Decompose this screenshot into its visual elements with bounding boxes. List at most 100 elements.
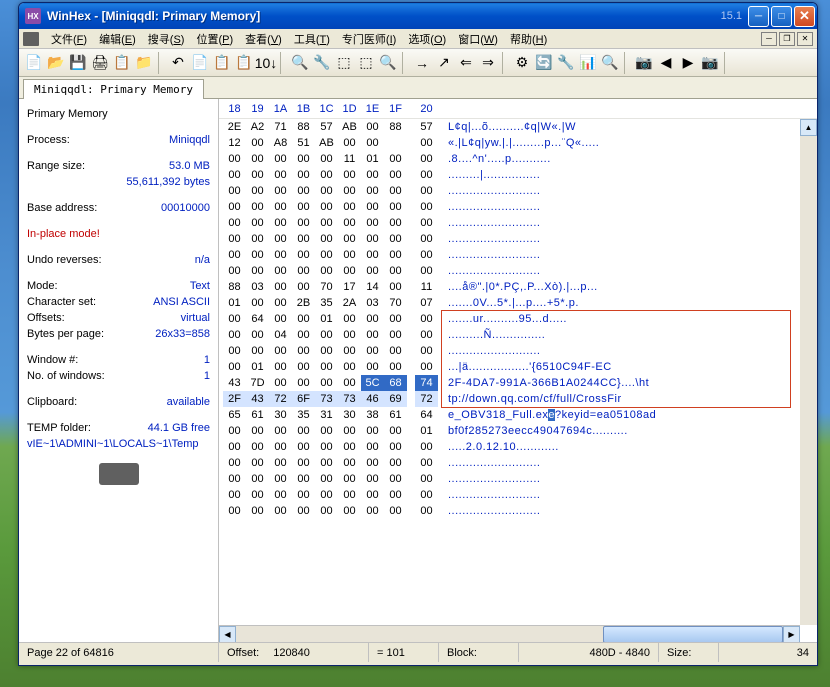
hex-cell[interactable]: 00 [292,455,315,471]
hex-cell[interactable]: 00 [223,359,246,375]
hex-cell[interactable]: 00 [223,183,246,199]
hex-row[interactable]: 000000000000000000......................… [219,247,817,263]
hex-cell[interactable]: 43 [246,391,269,407]
toolbar-button[interactable]: ⇒ [477,52,499,74]
menu-t[interactable]: 工具(T) [288,29,336,49]
toolbar-button[interactable]: 10↓ [255,52,277,74]
hex-cell[interactable]: 00 [415,311,438,327]
hex-cell[interactable]: 00 [384,199,407,215]
hex-cell[interactable]: 65 [223,407,246,423]
minimize-button[interactable]: ─ [748,6,769,27]
hex-cell[interactable]: 00 [384,455,407,471]
hex-row[interactable]: 000000000000000000......................… [219,455,817,471]
hex-cell[interactable]: 00 [269,311,292,327]
hex-cell[interactable]: 00 [269,455,292,471]
scroll-left-button[interactable]: ◀ [219,626,236,643]
hex-cell[interactable]: 00 [315,199,338,215]
mdi-close-button[interactable]: ✕ [797,32,813,46]
hex-cell[interactable]: 00 [223,199,246,215]
hex-cell[interactable]: 00 [361,359,384,375]
hex-body[interactable]: 2EA2718857AB008857L¢q|...õ..........¢q|W… [219,119,817,519]
hex-cell[interactable]: 35 [315,295,338,311]
hex-cell[interactable]: 64 [415,407,438,423]
hex-row[interactable]: 656130353130386164e_OBV318_Full.exe?keyi… [219,407,817,423]
menu-i[interactable]: 专门医师(I) [336,29,402,49]
hex-cell[interactable]: 00 [315,375,338,391]
hex-cell[interactable]: 00 [361,503,384,519]
hex-cell[interactable]: 00 [415,327,438,343]
hex-cell[interactable]: 17 [338,279,361,295]
hex-cell[interactable]: 00 [415,135,438,151]
hex-cell[interactable]: 01 [361,151,384,167]
hex-cell[interactable]: 00 [361,231,384,247]
scroll-thumb[interactable] [603,626,783,643]
hex-cell[interactable]: 00 [384,167,407,183]
ascii-text[interactable]: .......................... [438,487,540,503]
toolbar-button[interactable]: 🔍 [289,52,311,74]
toolbar-button[interactable]: ⇐ [455,52,477,74]
toolbar-button[interactable]: ⚙ [511,52,533,74]
hex-pane[interactable]: 18191A1B1C1D1E1F20 2EA2718857AB008857L¢q… [219,99,817,642]
vertical-scrollbar[interactable]: ▲ [800,119,817,625]
hex-cell[interactable]: A8 [269,135,292,151]
hex-cell[interactable]: 00 [415,359,438,375]
hex-row[interactable]: 000000000000000000......................… [219,487,817,503]
hex-cell[interactable]: 00 [415,183,438,199]
ascii-text[interactable]: .......................... [438,343,540,359]
hex-cell[interactable]: 00 [415,343,438,359]
hex-cell[interactable]: 00 [246,151,269,167]
hex-cell[interactable]: 71 [269,119,292,135]
ascii-text[interactable]: .......................... [438,247,540,263]
hex-cell[interactable]: 00 [338,247,361,263]
hex-cell[interactable]: 00 [315,215,338,231]
hex-cell[interactable]: 00 [315,455,338,471]
hex-cell[interactable]: 00 [315,487,338,503]
hex-cell[interactable]: 00 [361,455,384,471]
hex-cell[interactable]: 6F [292,391,315,407]
hex-cell[interactable]: 00 [223,231,246,247]
hex-cell[interactable]: 00 [415,487,438,503]
hex-row[interactable]: 000000000000000000......................… [219,215,817,231]
horizontal-scrollbar[interactable]: ◀ ▶ [219,625,800,642]
hex-row[interactable]: 006400000100000000.......ur..........95.… [219,311,817,327]
hex-cell[interactable]: 88 [223,279,246,295]
hex-cell[interactable]: 00 [338,327,361,343]
hex-row[interactable]: 000000000000000000.........|............… [219,167,817,183]
hex-cell[interactable]: 00 [415,503,438,519]
hex-cell[interactable]: 00 [415,455,438,471]
hex-cell[interactable]: 11 [338,151,361,167]
menu-o[interactable]: 选项(O) [402,29,452,49]
toolbar-button[interactable]: 🔧 [555,52,577,74]
hex-row[interactable]: 1200A851AB000000«.|L¢q|yw.|.|.........p.… [219,135,817,151]
hex-row[interactable]: 000000000000000000......................… [219,263,817,279]
hex-row[interactable]: 000000000000000000......................… [219,343,817,359]
toolbar-button[interactable]: 📂 [45,52,67,74]
hex-cell[interactable]: 03 [246,279,269,295]
ascii-text[interactable]: L¢q|...õ..........¢q|W«.|W [438,119,576,135]
hex-row[interactable]: 000000000000000000......................… [219,183,817,199]
ascii-text[interactable]: .8....^n'.....p........... [438,151,551,167]
toolbar-button[interactable]: 💾 [67,52,89,74]
hex-cell[interactable]: 00 [338,471,361,487]
ascii-text[interactable]: e_OBV318_Full.exe?keyid=ea05108ad [438,407,656,423]
toolbar-button[interactable]: ◀ [655,52,677,74]
hex-cell[interactable]: 00 [361,119,384,135]
titlebar[interactable]: HX WinHex - [Miniqqdl: Primary Memory] 1… [19,3,817,29]
toolbar-button[interactable]: 🔧 [311,52,333,74]
hex-cell[interactable]: 70 [315,279,338,295]
hex-cell[interactable]: 00 [269,151,292,167]
hex-cell[interactable]: 00 [292,183,315,199]
hex-cell[interactable]: 57 [415,119,438,135]
hex-cell[interactable]: 00 [384,487,407,503]
hex-cell[interactable]: 00 [246,455,269,471]
maximize-button[interactable]: □ [771,6,792,27]
hex-cell[interactable]: 00 [246,231,269,247]
hex-cell[interactable]: 03 [361,295,384,311]
hex-row[interactable]: 000000000000000000......................… [219,231,817,247]
hex-cell[interactable]: 00 [361,135,384,151]
hex-cell[interactable]: 00 [292,471,315,487]
menu-h[interactable]: 帮助(H) [504,29,553,49]
hex-cell[interactable]: 00 [315,423,338,439]
hex-row[interactable]: 2F43726F7373466972tp://down.qq.com/cf/fu… [219,391,817,407]
hex-cell[interactable]: 2F [223,391,246,407]
